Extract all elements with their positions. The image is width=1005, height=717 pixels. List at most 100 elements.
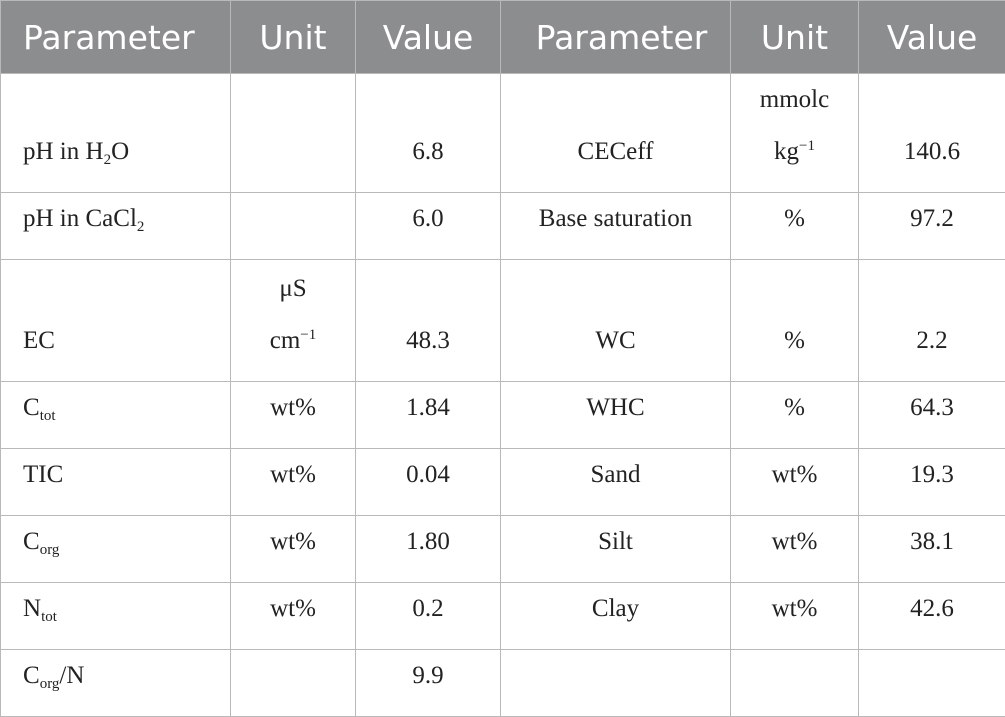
cell-text: 0.2 <box>412 595 443 622</box>
text-segment: C <box>23 528 40 555</box>
cell-text: CECeff <box>578 138 654 165</box>
table-cell: μS cm−1 <box>231 260 356 382</box>
cell-text: % <box>784 382 805 434</box>
table-cell: 0.04 <box>356 449 501 516</box>
cell-text: 1.84 <box>406 394 450 421</box>
cell-text: wt% <box>772 516 818 568</box>
cell-text: Corg <box>23 528 59 555</box>
table-cell: Ntot <box>1 583 231 650</box>
cell-text: 38.1 <box>910 528 954 555</box>
subscript: tot <box>40 408 56 424</box>
table-cell: 97.2 <box>859 193 1005 260</box>
cell-text: wt% <box>270 382 316 434</box>
subscript: org <box>40 676 60 692</box>
table-cell: 6.0 <box>356 193 501 260</box>
table-cell: 9.9 <box>356 650 501 717</box>
table-cell: 42.6 <box>859 583 1005 650</box>
cell-text: Ntot <box>23 595 57 622</box>
text-segment: N <box>23 595 41 622</box>
text-segment: pH in H <box>23 138 104 165</box>
cell-text: Base saturation <box>539 205 692 232</box>
column-header: Unit <box>231 1 356 74</box>
table-cell: Base saturation <box>501 193 731 260</box>
cell-text: Ctot <box>23 394 56 421</box>
table-cell <box>731 650 859 717</box>
cell-text: % <box>784 315 805 367</box>
table-cell: Clay <box>501 583 731 650</box>
cell-text: WHC <box>586 394 644 421</box>
table-cell: WC <box>501 260 731 382</box>
text-segment: mmolc kg <box>760 86 829 165</box>
cell-text: wt% <box>270 583 316 635</box>
table-cell: pH in H2O <box>1 74 231 193</box>
superscript: −1 <box>799 138 815 154</box>
subscript: tot <box>41 609 57 625</box>
table-cell <box>231 74 356 193</box>
table-cell <box>231 650 356 717</box>
table-cell: % <box>731 260 859 382</box>
table-cell: wt% <box>731 516 859 583</box>
table-cell: % <box>731 382 859 449</box>
cell-text: pH in H2O <box>23 138 129 165</box>
cell-text: 64.3 <box>910 394 954 421</box>
cell-text: Sand <box>591 461 641 488</box>
table-row: Ctot wt% 1.84 WHC% 64.3 <box>1 382 1005 449</box>
cell-text: EC <box>23 327 55 354</box>
table-cell: Corg/N <box>1 650 231 717</box>
table-cell: 64.3 <box>859 382 1005 449</box>
cell-text: 42.6 <box>910 595 954 622</box>
text-segment: C <box>23 662 40 689</box>
table-cell: wt% <box>231 583 356 650</box>
cell-text: 48.3 <box>406 327 450 354</box>
table-cell: wt% <box>731 583 859 650</box>
column-header: Parameter <box>1 1 231 74</box>
cell-text: wt% <box>772 583 818 635</box>
cell-text: 6.8 <box>412 138 443 165</box>
table-cell: Sand <box>501 449 731 516</box>
cell-text: wt% <box>270 516 316 568</box>
table-cell <box>231 193 356 260</box>
text-segment: O <box>111 138 129 165</box>
table-cell: wt% <box>231 382 356 449</box>
superscript: −1 <box>300 327 316 343</box>
table-cell: WHC <box>501 382 731 449</box>
column-header: Value <box>859 1 1005 74</box>
subscript: 2 <box>104 152 112 168</box>
cell-text: 140.6 <box>904 138 960 165</box>
table-cell: EC <box>1 260 231 382</box>
cell-text: 2.2 <box>916 327 947 354</box>
table-cell: Silt <box>501 516 731 583</box>
table-cell: 140.6 <box>859 74 1005 193</box>
table-cell: Ctot <box>1 382 231 449</box>
cell-text: Corg/N <box>23 662 84 689</box>
table-row: pH in H2O 6.8 CECeff mmolc kg−1 140.6 <box>1 74 1005 193</box>
table-cell: pH in CaCl2 <box>1 193 231 260</box>
text-segment: C <box>23 394 40 421</box>
table-cell: TIC <box>1 449 231 516</box>
table-row: EC μS cm−1 48.3 WC% 2.2 <box>1 260 1005 382</box>
table-cell: 1.84 <box>356 382 501 449</box>
table-row: Ntot wt% 0.2 Clay wt% 42.6 <box>1 583 1005 650</box>
cell-text: pH in CaCl2 <box>23 205 144 232</box>
cell-text: μS cm−1 <box>270 263 317 367</box>
cell-text: 19.3 <box>910 461 954 488</box>
table-cell: Corg <box>1 516 231 583</box>
text-segment: pH in CaCl <box>23 205 137 232</box>
table-cell: wt% <box>731 449 859 516</box>
cell-text: Clay <box>592 595 639 622</box>
table-cell: 1.80 <box>356 516 501 583</box>
subscript: 2 <box>137 219 145 235</box>
table-cell <box>859 650 1005 717</box>
cell-text: wt% <box>772 449 818 501</box>
table-cell: CECeff <box>501 74 731 193</box>
column-header: Parameter <box>501 1 731 74</box>
table-cell: 2.2 <box>859 260 1005 382</box>
table-cell: 19.3 <box>859 449 1005 516</box>
table-cell: 0.2 <box>356 583 501 650</box>
